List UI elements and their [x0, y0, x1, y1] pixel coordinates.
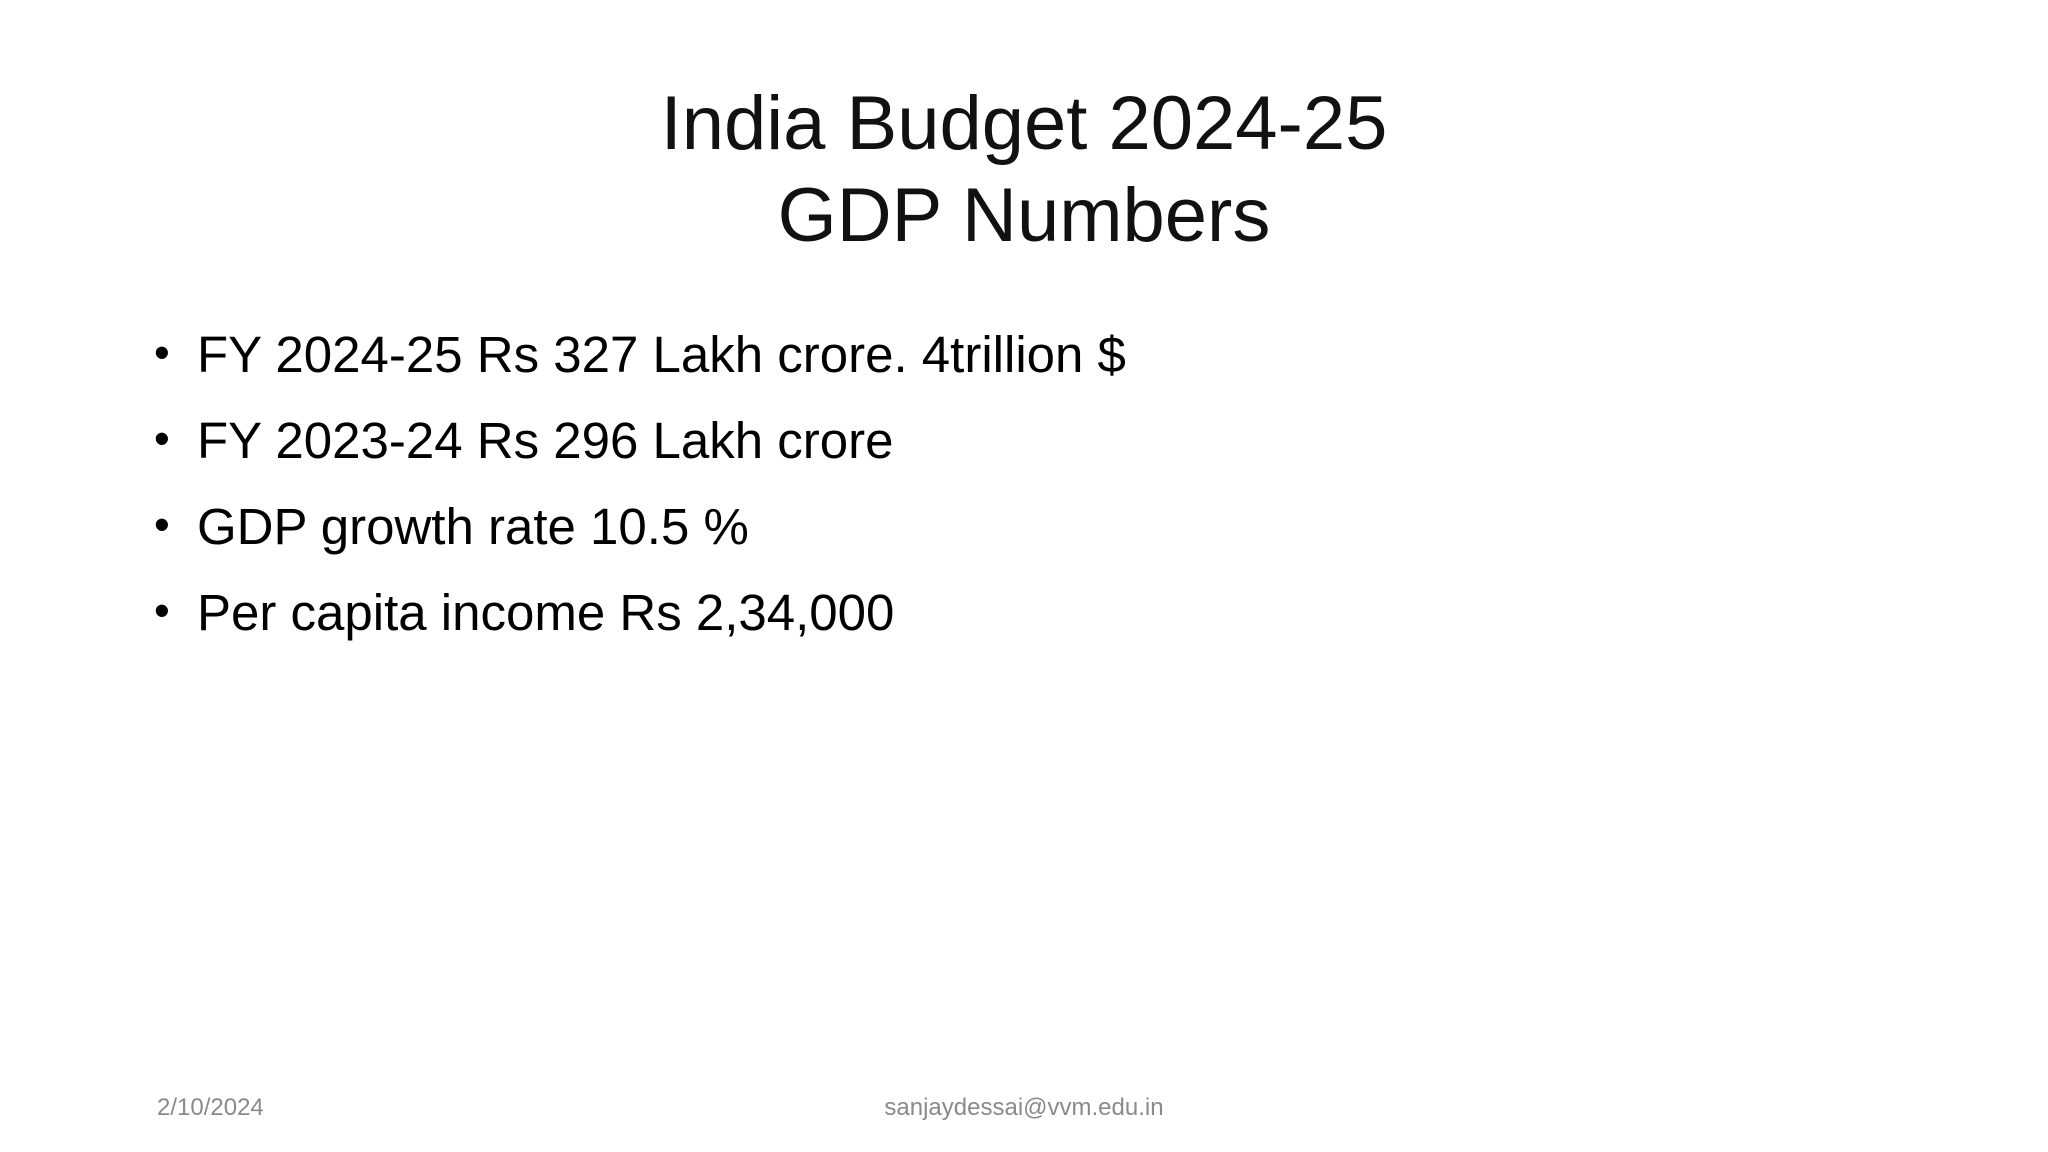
footer-email: sanjaydessai@vvm.edu.in: [884, 1094, 1164, 1121]
bullet-item-fy-2024-25: FY 2024-25 Rs 327 Lakh crore. 4trillion …: [152, 310, 1902, 398]
slide-title-line-1: India Budget 2024-25: [660, 81, 1388, 166]
slide-title: India Budget 2024-25 GDP Numbers: [0, 78, 2048, 262]
bullet-list: FY 2024-25 Rs 327 Lakh crore. 4trillion …: [152, 310, 1902, 656]
slide-title-line-2: GDP Numbers: [777, 173, 1271, 258]
bullet-item-per-capita-income: Per capita income Rs 2,34,000: [152, 568, 1902, 656]
bullet-item-fy-2023-24: FY 2023-24 Rs 296 Lakh crore: [152, 396, 1902, 484]
footer-date: 2/10/2024: [157, 1094, 264, 1121]
bullet-item-gdp-growth: GDP growth rate 10.5 %: [152, 482, 1902, 570]
